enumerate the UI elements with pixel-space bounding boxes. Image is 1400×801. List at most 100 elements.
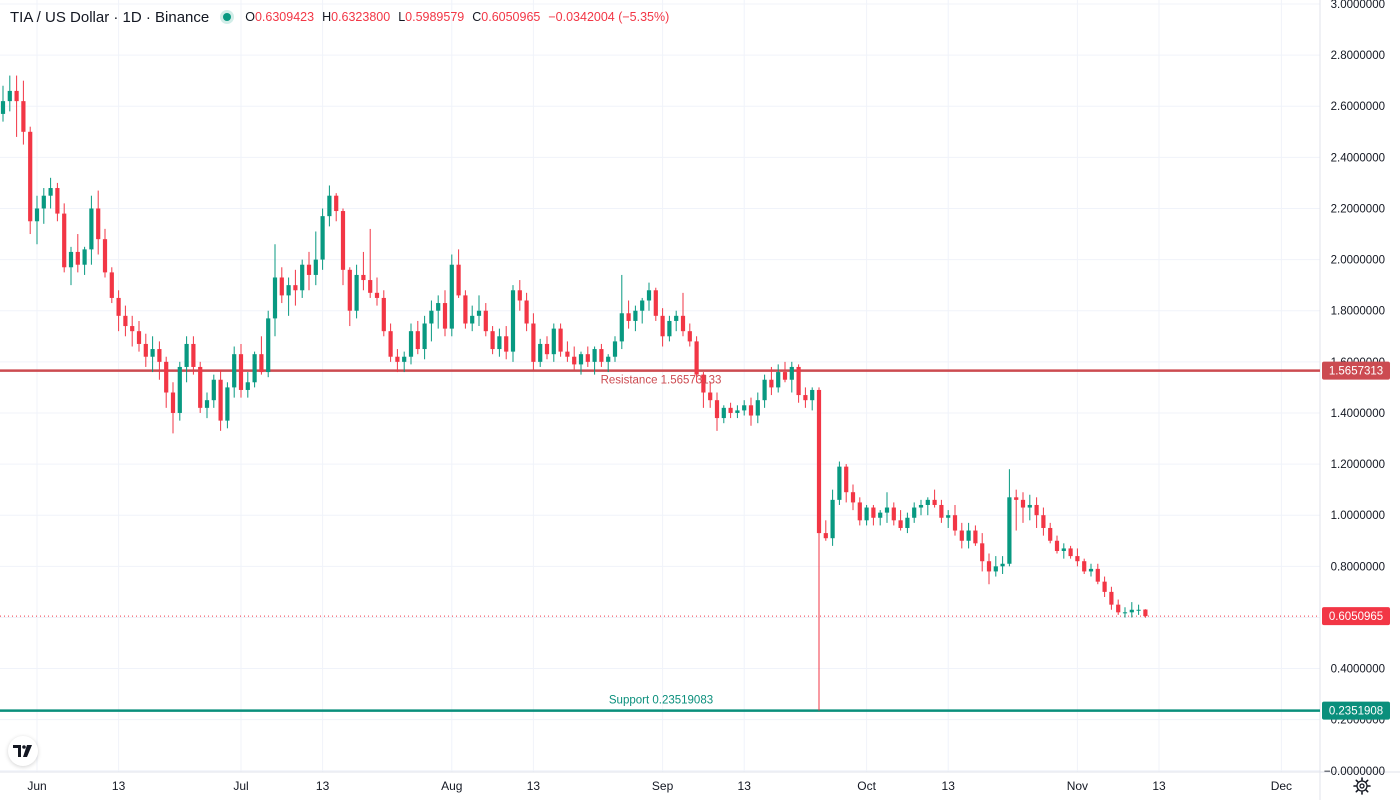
candle bbox=[680, 292, 686, 337]
candle-body bbox=[62, 213, 67, 268]
candle-body bbox=[415, 331, 420, 350]
candle-body bbox=[660, 315, 665, 337]
candle-body bbox=[136, 331, 142, 344]
candle bbox=[538, 338, 543, 367]
candle-body bbox=[130, 326, 135, 332]
symbol-title[interactable]: TIA / US Dollar · 1D · Binance bbox=[10, 8, 210, 26]
candle-body bbox=[1054, 540, 1060, 551]
candle bbox=[327, 185, 332, 227]
candle-body bbox=[483, 310, 488, 332]
candle bbox=[130, 315, 135, 347]
ohlc-low: L0.5989579 bbox=[398, 10, 465, 24]
candle bbox=[776, 364, 781, 393]
candle bbox=[1061, 543, 1066, 559]
candle bbox=[599, 343, 604, 367]
candle-body bbox=[728, 407, 733, 413]
ohlc-close: C0.6050965 bbox=[472, 10, 541, 24]
last-price-label: 0.6050965 bbox=[1329, 611, 1383, 623]
candle-body bbox=[898, 520, 903, 528]
candle bbox=[361, 251, 366, 291]
candle bbox=[769, 366, 774, 396]
candle bbox=[816, 387, 822, 711]
candle bbox=[96, 190, 101, 255]
candle bbox=[510, 285, 516, 362]
time-tick-label: Oct bbox=[857, 779, 876, 793]
candle-body bbox=[755, 400, 760, 416]
candle bbox=[660, 308, 665, 347]
candle-body bbox=[1034, 504, 1039, 516]
candle bbox=[1122, 607, 1128, 618]
candle bbox=[123, 305, 128, 337]
candle bbox=[973, 525, 978, 546]
candle-body bbox=[388, 331, 393, 357]
candle bbox=[687, 323, 692, 347]
candle bbox=[918, 499, 924, 516]
candle-body bbox=[306, 264, 312, 275]
candle bbox=[748, 397, 754, 426]
candle bbox=[300, 259, 305, 298]
candle bbox=[993, 556, 998, 577]
candle-body bbox=[1020, 499, 1026, 508]
candle bbox=[48, 177, 53, 209]
candle bbox=[857, 497, 862, 526]
candle-body bbox=[402, 356, 407, 362]
candle bbox=[41, 188, 46, 224]
candle bbox=[429, 300, 434, 342]
candle-body bbox=[1109, 591, 1114, 605]
candle bbox=[565, 341, 570, 362]
candle-body bbox=[578, 354, 584, 365]
tradingview-logo-icon[interactable] bbox=[8, 736, 38, 766]
candle-body bbox=[259, 354, 264, 373]
candle-body bbox=[245, 382, 250, 390]
candle-body bbox=[612, 341, 618, 357]
candle-body bbox=[606, 356, 611, 362]
candle-body bbox=[674, 315, 679, 321]
candle-body bbox=[102, 239, 108, 273]
candle bbox=[1088, 563, 1094, 577]
time-tick-label: Jun bbox=[27, 779, 46, 793]
gear-icon[interactable] bbox=[1352, 776, 1372, 796]
candle bbox=[578, 351, 584, 375]
candle bbox=[381, 290, 386, 337]
candle bbox=[619, 274, 624, 350]
candle bbox=[184, 336, 189, 383]
candle bbox=[986, 553, 992, 585]
candle-body bbox=[585, 354, 590, 362]
candle-body bbox=[633, 310, 638, 321]
candle bbox=[1075, 548, 1080, 567]
candle bbox=[810, 387, 815, 411]
candle-body bbox=[0, 101, 6, 114]
candle-body bbox=[470, 315, 475, 324]
candle bbox=[517, 280, 522, 311]
candle-body bbox=[476, 310, 482, 316]
candle-body bbox=[164, 361, 169, 393]
candle bbox=[1143, 609, 1148, 618]
candle bbox=[354, 264, 359, 319]
candle-body bbox=[925, 499, 930, 505]
candle-body bbox=[463, 295, 468, 324]
ohlc-high: H0.6323800 bbox=[322, 10, 391, 24]
candle-body bbox=[864, 507, 869, 521]
candle-body bbox=[320, 216, 325, 260]
candle-body bbox=[918, 504, 924, 508]
candle-body bbox=[803, 395, 808, 401]
candle-body bbox=[735, 410, 740, 413]
candle-body bbox=[96, 208, 101, 240]
candle bbox=[136, 320, 142, 352]
candle-body bbox=[857, 502, 862, 521]
candle bbox=[844, 464, 849, 503]
candle-body bbox=[340, 211, 346, 270]
candle bbox=[653, 287, 658, 321]
candle bbox=[1027, 494, 1032, 521]
candle-body bbox=[524, 300, 529, 324]
candle-body bbox=[218, 379, 223, 421]
candle-body bbox=[789, 366, 794, 380]
candle-body bbox=[544, 343, 550, 355]
candle-body bbox=[34, 208, 40, 222]
candle-body bbox=[891, 507, 896, 521]
candle bbox=[238, 343, 244, 398]
candle-body bbox=[252, 354, 257, 383]
candle bbox=[531, 313, 536, 370]
candle bbox=[782, 361, 788, 383]
